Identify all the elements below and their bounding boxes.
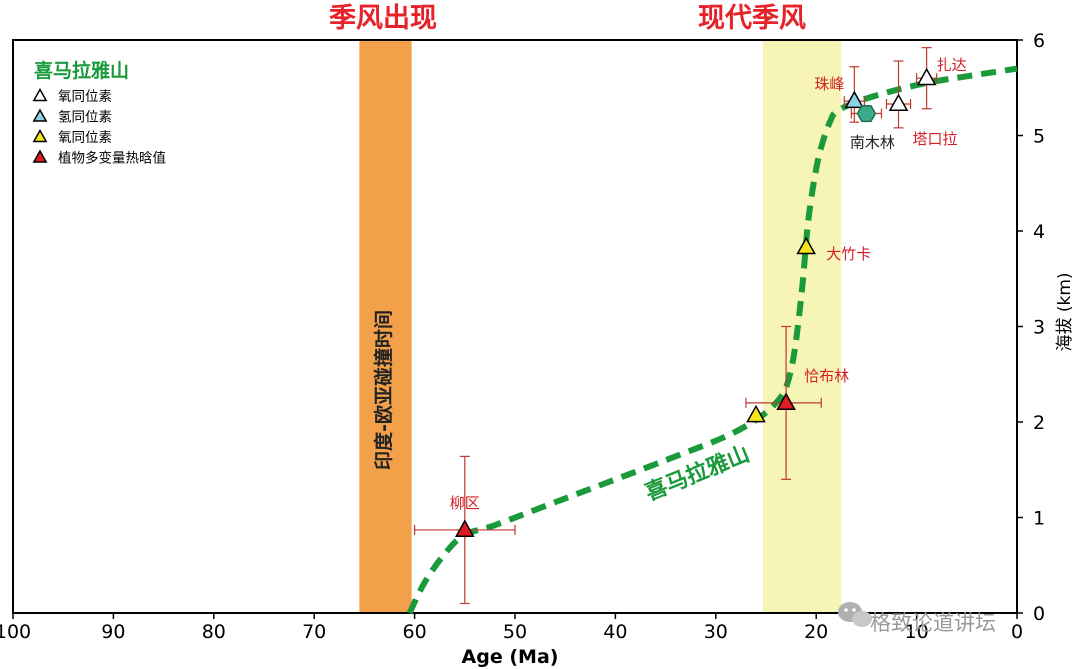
collision-band-label: 印度-欧亚碰撞时间 (372, 310, 395, 470)
x-tick-label: 40 (603, 621, 627, 643)
x-axis-title: Age (Ma) (462, 646, 559, 668)
error-bars-layer (414, 47, 938, 605)
x-tick-label: 80 (202, 621, 226, 643)
site-label: 南木林 (850, 134, 895, 152)
watermark-text: 格致论道讲坛 (870, 611, 996, 635)
data-point-triangle (796, 236, 816, 255)
y-tick-label: 5 (1033, 126, 1045, 148)
legend-marker (32, 128, 48, 143)
legend-label: 氧同位素 (58, 130, 112, 146)
site-label: 柳区 (450, 494, 480, 512)
site-label: 珠峰 (814, 75, 844, 93)
x-tick-label: 90 (101, 621, 125, 643)
bands-layer (359, 40, 842, 613)
data-points-layer (454, 67, 937, 537)
site-label: 塔口拉 (913, 130, 958, 148)
watermark: 格致论道讲坛 (838, 602, 996, 635)
x-tick-label: 10 (905, 621, 929, 643)
legend-title: 喜马拉雅山 (34, 59, 129, 82)
x-tick-label: 50 (503, 621, 527, 643)
x-tick-label: 20 (804, 621, 828, 643)
himalaya-elevation-curve (406, 65, 1018, 615)
x-tick-label: 70 (302, 621, 326, 643)
legend-label: 氢同位素 (58, 110, 112, 126)
y-tick-label: 2 (1033, 412, 1045, 434)
y-tick-label: 3 (1033, 317, 1045, 339)
early-monsoon-label: 季风出现 (329, 3, 437, 34)
legend-marker (32, 87, 48, 102)
x-tick-label: 60 (403, 621, 427, 643)
wechat-icon (838, 602, 872, 627)
y-axis-title: 海拔 (km) (1055, 272, 1075, 351)
site-label: 扎达 (937, 56, 967, 74)
y-axis-ticks: 0 1 2 3 4 5 6 (1017, 30, 1045, 625)
y-tick-label: 6 (1033, 30, 1045, 52)
legend-marker (32, 108, 48, 122)
data-point-triangle (746, 404, 766, 423)
legend-label: 植物多变量热晗值 (58, 150, 166, 167)
y-tick-label: 1 (1033, 508, 1045, 530)
legend-marker (32, 149, 48, 163)
site-label: 大竹卡 (826, 245, 871, 263)
data-point-triangle (916, 67, 937, 86)
x-tick-label: 30 (704, 621, 728, 643)
y-tick-label: 4 (1033, 221, 1045, 243)
y-tick-label: 0 (1033, 603, 1045, 625)
data-point-hexagon (856, 104, 877, 123)
data-point-triangle (454, 519, 475, 537)
modern-monsoon-label: 现代季风 (698, 3, 806, 34)
band-modern (762, 40, 842, 613)
data-point-triangle (844, 90, 865, 109)
site-label: 恰布林 (804, 367, 849, 385)
x-tick-label: 100 (0, 621, 31, 643)
x-tick-label: 0 (1011, 621, 1023, 643)
legend-label: 氧同位素 (58, 89, 112, 105)
data-point-triangle (888, 93, 909, 112)
data-point-triangle (776, 392, 796, 410)
x-axis-ticks: 100 90 80 70 60 50 40 30 20 10 0 (0, 613, 1023, 643)
band-collision (359, 40, 412, 613)
